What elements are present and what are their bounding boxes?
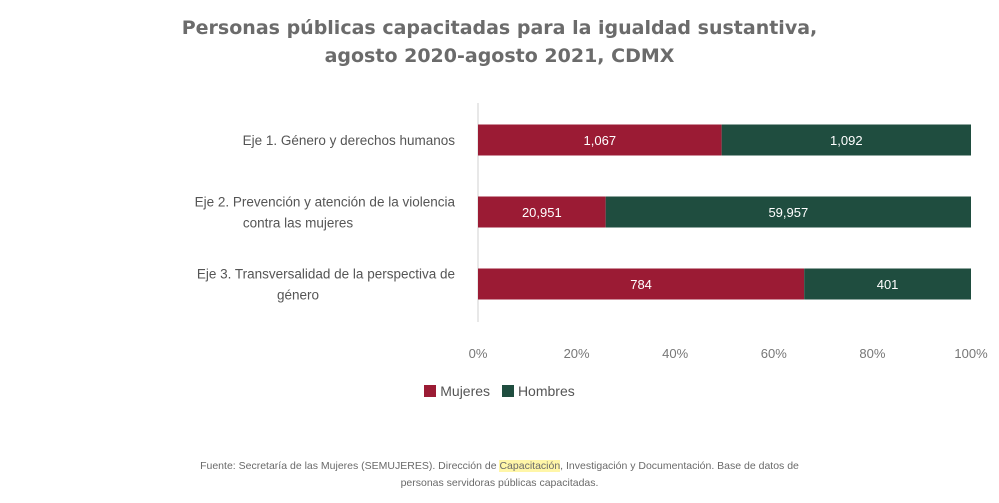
source-text-start: Fuente: Secretaría de las Mujeres (SEMUJ… — [200, 460, 500, 472]
bar-hombres-eje-2 — [605, 196, 971, 228]
category-label-eje-3-line-1: Eje 3. Transversalidad de la perspectiva… — [197, 267, 455, 282]
x-tick-label-0pct: 0% — [469, 346, 488, 361]
chart-title-line-2: agosto 2020-agosto 2021, CDMX — [324, 45, 675, 67]
source-highlight: Capacitación — [499, 460, 561, 472]
category-label-eje-3-line-2: género — [277, 288, 319, 303]
legend-item-hombres: Hombres — [501, 383, 575, 399]
legend-item-mujeres: Mujeres — [424, 383, 490, 399]
bar-mujeres-eje-1 — [478, 124, 722, 156]
bar-hombres-eje-1 — [721, 124, 971, 156]
data-label-hombres-eje-2: 59,957 — [768, 205, 808, 220]
stacked-bar-chart: 1,067 1,092 Eje 1. Género y derechos human… — [195, 103, 988, 361]
bar-mujeres-eje-3 — [478, 268, 805, 300]
chart-title-line-1: Personas públicas capacitadas para la ig… — [181, 17, 818, 39]
source-line-2: personas servidoras públicas capacitadas… — [400, 477, 599, 489]
legend-swatch-mujeres — [424, 385, 437, 397]
bar-hombres-eje-3 — [804, 268, 971, 300]
category-label-eje-2-line-2: contra las mujeres — [243, 216, 354, 231]
x-tick-label-60pct: 60% — [761, 346, 787, 361]
data-label-mujeres-eje-1: 1,067 — [584, 133, 617, 148]
chart-legend: Mujeres Hombres — [0, 383, 999, 399]
x-tick-label-40pct: 40% — [662, 346, 688, 361]
data-label-hombres-eje-1: 1,092 — [830, 133, 863, 148]
source-line-1: Fuente: Secretaría de las Mujeres (SEMUJ… — [0, 458, 999, 475]
data-label-mujeres-eje-3: 784 — [630, 277, 652, 292]
legend-label-hombres: Hombres — [517, 383, 575, 399]
data-label-hombres-eje-3: 401 — [877, 277, 899, 292]
legend-swatch-hombres — [501, 385, 514, 397]
bar-mujeres-eje-2 — [478, 196, 606, 228]
category-label-eje-1-line-1: Eje 1. Género y derechos humanos — [243, 133, 456, 148]
chart-title: Personas públicas capacitadas para la ig… — [0, 14, 999, 70]
source-note: Fuente: Secretaría de las Mujeres (SEMUJ… — [0, 458, 999, 492]
x-tick-label-20pct: 20% — [564, 346, 590, 361]
x-tick-label-80pct: 80% — [859, 346, 885, 361]
x-tick-label-100pct: 100% — [954, 346, 988, 361]
source-text-end: , Investigación y Documentación. Base de… — [560, 460, 799, 472]
data-label-mujeres-eje-2: 20,951 — [522, 205, 562, 220]
category-label-eje-2-line-1: Eje 2. Prevención y atención de la viole… — [195, 195, 456, 210]
legend-label-mujeres: Mujeres — [440, 383, 491, 399]
